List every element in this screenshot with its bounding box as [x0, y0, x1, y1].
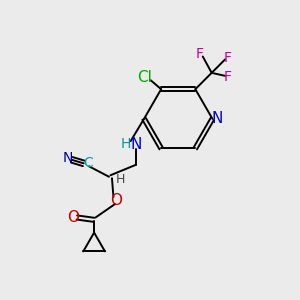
Text: N: N [62, 151, 73, 165]
Text: N: N [130, 136, 141, 152]
Text: Cl: Cl [137, 70, 152, 85]
Text: C: C [83, 156, 93, 170]
Text: H: H [120, 137, 131, 151]
Text: F: F [224, 70, 232, 84]
Text: F: F [196, 46, 204, 61]
Text: N: N [211, 111, 223, 126]
Text: H: H [116, 172, 125, 186]
Text: O: O [67, 210, 79, 225]
Text: F: F [224, 51, 232, 65]
Text: O: O [110, 193, 122, 208]
